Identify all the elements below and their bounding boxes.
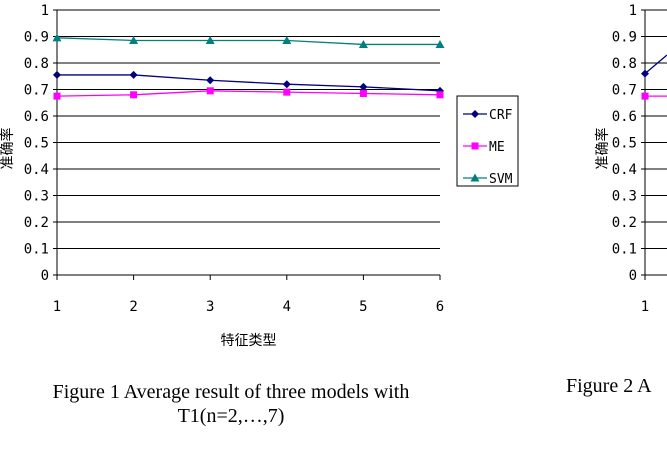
chart1-legend-box (456, 95, 519, 187)
chart2-y-tick-label: 0.2 (612, 215, 637, 231)
chart1-y-tick-label: 0.1 (24, 242, 49, 258)
chart1-crf-line (57, 74, 441, 92)
chart1-legend-svm-marker (470, 173, 480, 182)
chart1-crf-point (53, 70, 61, 79)
chart2-y-tick-label: 0.8 (612, 56, 637, 72)
chart1-y-tick-label: 0.8 (24, 56, 49, 72)
chart2-y-tick-label: 0.9 (612, 30, 637, 46)
chart1-y-tick-label: 0.4 (24, 162, 49, 178)
chart1-legend-me-marker (471, 142, 479, 150)
chart1-me-point (130, 91, 138, 99)
chart1-crf-point (206, 76, 215, 85)
chart1-x-tick-label: 2 (129, 299, 137, 315)
chart1-y-tick-label: 0.7 (24, 83, 49, 99)
chart1-svm-point (358, 39, 368, 48)
chart2-y-axis-label: 准确率 (594, 128, 611, 170)
chart1-legend-svm-label: SVM (489, 172, 513, 187)
chart1-x-tick-label: 6 (436, 299, 444, 315)
chart2-y-tick-label: 0.5 (612, 136, 637, 152)
chart2-y-tick-label: 0.4 (612, 162, 637, 178)
figure-2-caption: Figure 2 A (566, 375, 652, 397)
figure-1-caption: Figure 1 Average result of three models … (52, 381, 410, 427)
chart2-y-tick-label: 0.7 (612, 83, 637, 99)
chart1-y-tick-label: 0.3 (24, 189, 49, 205)
chart1-crf-point (129, 70, 138, 79)
chart2-series-1-line (644, 54, 667, 75)
chart1-svm-line (56, 37, 440, 46)
chart1-y-axis-label: 准确率 (0, 128, 16, 170)
chart1-svm-point (52, 33, 62, 42)
chart1-x-tick-label: 3 (206, 299, 214, 315)
chart1-crf-point (282, 80, 291, 89)
chart1-svm-point (282, 35, 292, 44)
chart2-series-2-point (641, 92, 649, 100)
chart2-series-1-point (641, 69, 649, 78)
chart1-x-axis-label: 特征类型 (221, 333, 277, 349)
chart2-y-tick-label: 0.6 (612, 109, 637, 125)
chart1-legend-crf-marker (471, 110, 479, 118)
chart1-y-tick-label: 0.9 (24, 30, 49, 46)
chart1-me-point (206, 87, 214, 95)
chart1-x-tick-label: 5 (359, 299, 367, 315)
chart1-svm-point (435, 39, 445, 48)
chart1-me-line (56, 90, 441, 97)
chart1-me-point (53, 92, 61, 100)
chart1-me-point (359, 89, 367, 97)
chart1-me-point (283, 88, 291, 96)
chart1-y-tick-label: 0 (41, 268, 49, 284)
chart1-y-tick-label: 0.6 (24, 109, 49, 125)
chart1-x-tick-label: 4 (283, 299, 291, 315)
chart2-y-tick-label: 0.3 (612, 189, 637, 205)
chart1-x-tick-label: 1 (53, 299, 61, 315)
chart1-y-tick-label: 0.2 (24, 215, 49, 231)
chart2-y-tick-label: 0.1 (612, 242, 637, 258)
chart1-legend-me-label: ME (489, 140, 505, 155)
chart1-me-point (436, 91, 444, 99)
chart1-y-tick-label: 0.5 (24, 136, 49, 152)
chart2-y-tick-label: 0 (629, 268, 637, 284)
chart1-y-tick-label: 1 (41, 3, 49, 19)
chart2-x-tick-label: 1 (641, 299, 649, 315)
chart2-y-tick-label: 1 (629, 3, 637, 19)
chart1-svm-point (205, 35, 215, 44)
chart1-crf-point (359, 82, 368, 91)
chart1-legend-crf-label: CRF (489, 108, 513, 123)
chart1-svm-point (129, 35, 139, 44)
